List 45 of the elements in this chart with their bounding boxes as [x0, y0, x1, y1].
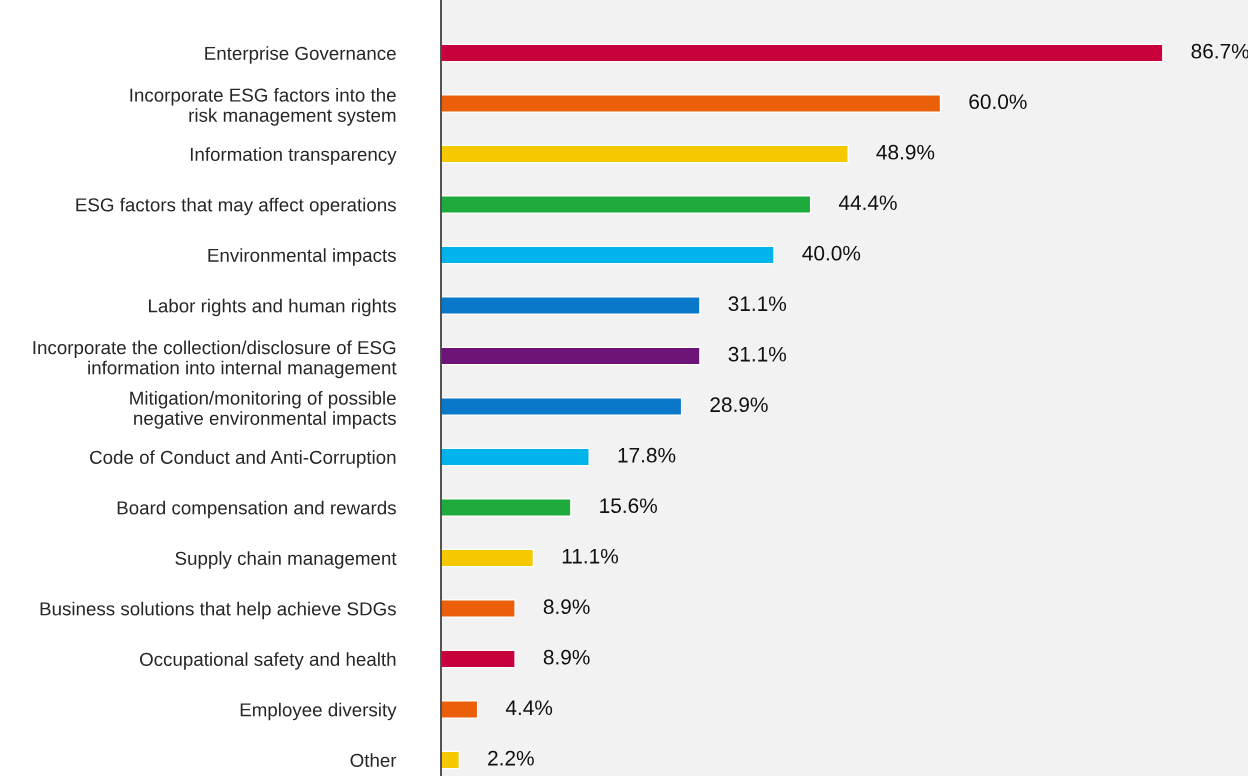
y-tick-label: Mitigation/monitoring of possible negative environmental impacts — [130, 390, 396, 429]
y-tick-label: Enterprise Governance — [205, 46, 396, 64]
data-label: 15.6% — [600, 498, 657, 514]
y-tick-label: Environmental impacts — [208, 248, 396, 266]
y-tick-label: Other — [350, 753, 397, 767]
bar — [441, 195, 812, 214]
data-label: 8.9% — [543, 599, 590, 615]
data-label: 31.1% — [728, 296, 787, 312]
bar — [441, 750, 461, 770]
bar — [441, 397, 683, 416]
data-label: 11.1% — [562, 548, 618, 564]
data-label: 17.8% — [618, 447, 676, 463]
data-label: 4.4% — [505, 700, 553, 716]
data-label: 60.0% — [969, 94, 1027, 110]
bar — [441, 649, 516, 669]
data-label: 44.4% — [838, 195, 897, 211]
y-tick-label: Supply chain management — [175, 551, 397, 569]
y-tick-label: Incorporate ESG factors into the risk management system — [130, 87, 396, 126]
data-label: 40.0% — [802, 245, 861, 261]
bar — [441, 245, 775, 265]
y-tick-label: Labor rights and human rights — [149, 298, 396, 317]
y-tick-label: Business solutions that help achieve SDGs — [40, 601, 396, 620]
data-label: 8.9% — [543, 649, 590, 665]
data-label: 48.9% — [876, 144, 935, 160]
bar — [441, 94, 942, 113]
bar — [441, 548, 535, 568]
data-label: 31.1% — [728, 346, 787, 362]
bar — [441, 43, 1164, 63]
y-tick-label: Board compensation and rewards — [117, 500, 396, 519]
y-tick-label: Information transparency — [190, 147, 397, 165]
y-tick-label: Code of Conduct and Anti-Corruption — [90, 450, 396, 468]
y-tick-label: Occupational safety and health — [140, 652, 396, 670]
bar — [441, 498, 572, 517]
y-tick-label: Employee diversity — [240, 702, 397, 721]
y-tick-label: ESG factors that may affect operations — [76, 197, 396, 216]
y-tick-label: Incorporate the collection/disclosure of ESG information into internal management — [33, 340, 397, 379]
bar — [441, 346, 701, 366]
data-label: 2.2% — [488, 750, 534, 766]
bar — [441, 599, 516, 618]
bar — [441, 447, 590, 467]
data-label: 28.9% — [710, 397, 768, 413]
bar — [441, 700, 479, 719]
bar — [441, 144, 849, 164]
data-label: 86.7% — [1191, 43, 1248, 59]
bar — [441, 296, 701, 315]
